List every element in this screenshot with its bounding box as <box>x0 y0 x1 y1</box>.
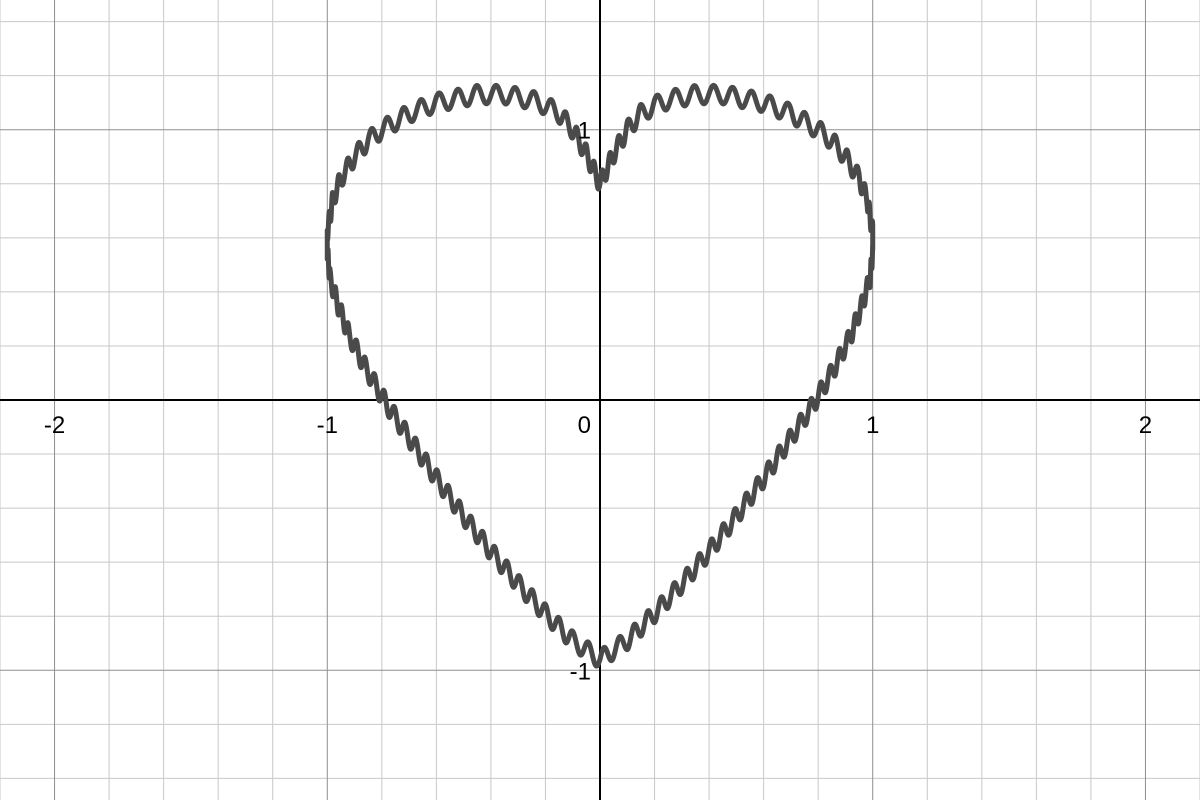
y-tick-label: 1 <box>578 118 591 145</box>
y-tick-label: -1 <box>570 658 591 685</box>
x-tick-label: 1 <box>866 412 879 439</box>
tick-labels: -2 -1 0 1 2 1 -1 <box>44 118 1152 686</box>
series-line-1 <box>324 82 876 669</box>
x-tick-label: -2 <box>44 412 65 439</box>
x-tick-label: 2 <box>1139 412 1152 439</box>
series-group <box>324 82 876 669</box>
x-tick-label: -1 <box>317 412 338 439</box>
origin-label: 0 <box>578 412 591 439</box>
